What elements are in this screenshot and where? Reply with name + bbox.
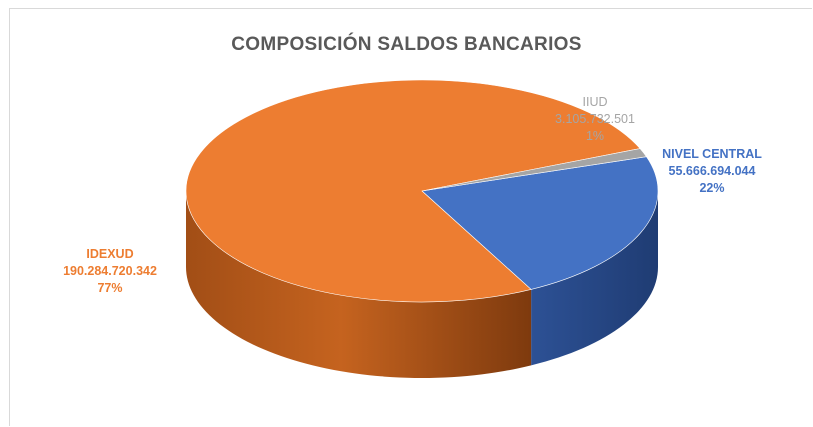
- pie-slice-idexud: [185, 79, 641, 303]
- data-label-idexud-percent: 77%: [97, 281, 123, 295]
- data-label-nivel-central-name: NIVEL CENTRAL: [662, 147, 762, 161]
- pie-slice-nivel-central: [421, 156, 659, 290]
- data-label-iiud: IIUD 3.105.732.501 1%: [525, 94, 665, 145]
- data-label-nivel-central: NIVEL CENTRAL 55.666.694.044 22%: [642, 146, 782, 197]
- data-label-nivel-central-value: 55.666.694.044: [668, 164, 756, 178]
- pie-side-nivel-central: [531, 191, 658, 366]
- data-label-idexud-name: IDEXUD: [86, 247, 134, 261]
- data-label-idexud: IDEXUD 190.284.720.342 77%: [30, 246, 190, 297]
- data-label-iiud-value: 3.105.732.501: [555, 112, 635, 126]
- data-label-idexud-value: 190.284.720.342: [63, 264, 157, 278]
- data-label-iiud-percent: 1%: [585, 129, 605, 143]
- data-label-nivel-central-percent: 22%: [699, 181, 725, 195]
- data-label-iiud-name: IIUD: [582, 95, 608, 109]
- chart-title: COMPOSICIÓN SALDOS BANCARIOS: [231, 34, 582, 55]
- pie-slice-iiud: [421, 148, 647, 192]
- chart-area: [9, 8, 812, 426]
- pie-side-idexud: [186, 191, 532, 379]
